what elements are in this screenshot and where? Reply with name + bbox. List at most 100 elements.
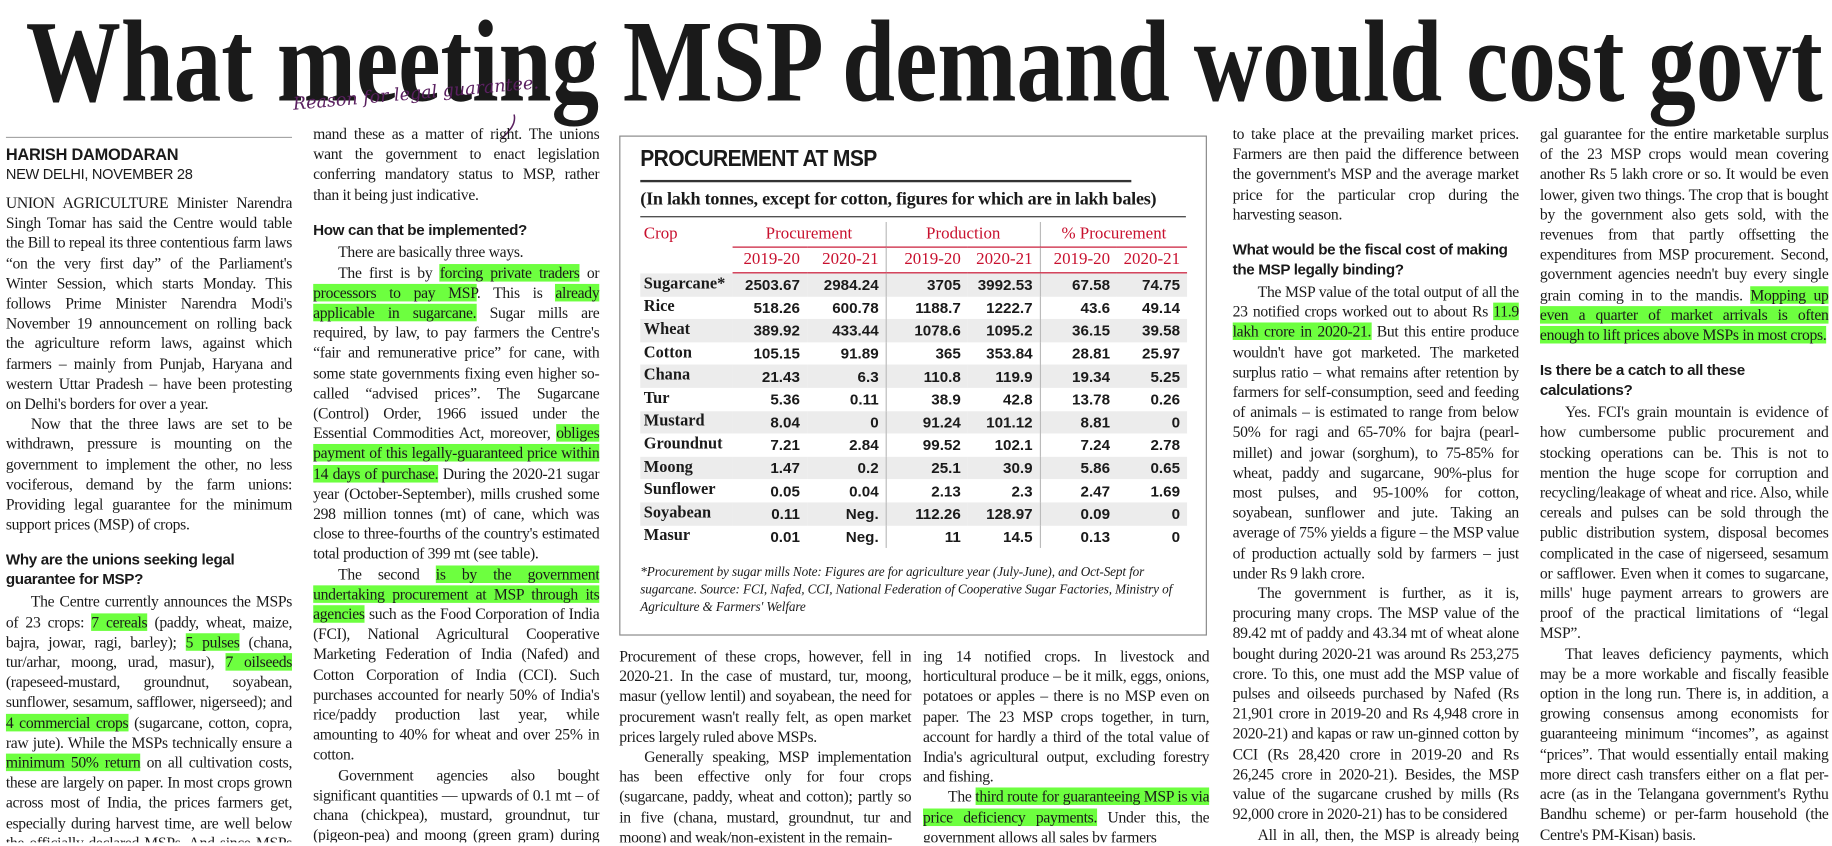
paragraph: Government agencies also bought signific… [313,765,600,843]
text-run: on all cultivation costs, these are larg… [5,753,293,843]
table-cell: 2.47 [1039,479,1118,503]
table-row: Cotton 105.15 91.89 365 353.84 28.81 25.97 [640,342,1187,365]
crop-name: Sunflower [643,481,716,500]
crop-header: Crop [643,224,678,244]
table-cell: 30.9 [967,456,1041,480]
annotation-arrow [501,114,516,139]
table-cell: 2.84 [849,436,879,454]
text-run: Sugar mills are required, by law, to pay… [313,303,600,442]
table-cell: 2503.67 [732,272,807,297]
table-cell: 1.69 [1150,482,1181,500]
group-header: % Procurement [1039,221,1188,248]
table-cell: 389.92 [732,319,807,343]
table-cell: 1188.7 [885,296,968,320]
paragraph: Generally speaking, MSP implementation h… [619,747,911,843]
crop-name: Moong [640,456,733,480]
text-run: ing 14 notified crops. In livestock and … [923,647,1210,786]
text-run: to take place at the prevailing market p… [1232,125,1519,223]
text-run: But this entire produce wouldn't have go… [1232,322,1519,582]
table-cell: 39.58 [1117,319,1188,343]
table-cell: 74.75 [1117,272,1188,297]
table-row: Soyabean 0.11 Neg. 112.26 128.97 0.09 0 [640,502,1188,526]
table-cell: 0 [1117,410,1188,434]
text-run: gal guarantee for the entire marketable … [1539,125,1829,304]
highlighted-text: 7 cereals [91,612,148,631]
crop-name: Rice [643,298,675,316]
paragraph: The second is by the government undertak… [313,564,600,765]
table-cell: 0.04 [849,482,879,500]
section-heading: How can that be implemented? [313,220,527,239]
section-heading: Is there be a catch to all these calcula… [1539,361,1745,399]
table-cell: 3992.53 [967,272,1041,297]
text-run: The [948,787,976,806]
text-run: All in all, then, the MSP is already bei… [1257,825,1519,843]
text-run: Procurement of these crops, however, fel… [619,647,912,746]
table-footnote: *Procurement by sugar mills Note: Figure… [640,565,1173,615]
text-run: Government agencies also bought signific… [313,765,600,843]
table-cell: 36.15 [1039,319,1118,343]
table-cell: 365 [885,342,968,365]
headline: What meeting MSP demand would cost govt [26,0,1823,126]
year-row: 2019-20 2020-21 2019-20 2020-21 2019-20 2020-… [640,247,1188,274]
table-cell: 8.04 [732,410,807,434]
table-row: Groundnut 7.21 2.84 99.52 102.1 7.24 2.78 [640,433,1187,457]
table-cell: 5.86 [1039,456,1118,480]
table-row: Tur 5.36 0.11 38.9 42.8 13.78 0.26 [640,387,1187,411]
table-cell: 119.9 [967,364,1041,388]
table-cell: Neg. [845,527,879,546]
table-box: PROCUREMENT AT MSP (In lakh tonnes, exce… [619,135,1207,636]
table-cell: 518.26 [753,298,800,317]
section-heading: What would be the fiscal cost of making … [1232,240,1508,278]
table-cell: 2.13 [885,479,968,503]
table-cell: Neg. [806,502,887,526]
table-cell: 128.97 [967,502,1041,526]
table-cell: 105.15 [753,344,800,363]
table-cell: 19.34 [1039,364,1118,388]
text-run: The government is further, as it is, pro… [1232,584,1519,823]
paragraph: to take place at the prevailing market p… [1233,124,1519,224]
table-row: Sugarcane* 2503.67 2984.24 3705 3992.53 67.58… [640,272,1188,297]
column: HARISH DAMODARAN NEW DELHI, NOVEMBER 28 UN… [5,136,293,843]
text-run: (rapeseed-mustard, groundnut, soyabean, … [5,673,293,711]
table-cell: 99.52 [885,433,968,457]
table-row: Masur 0.01 Neg. 11 14.5 0.13 0 [640,525,1187,549]
table-cell: 28.81 [1039,342,1118,365]
text-run: Yes. FCI's grain mountain is evidence of… [1539,403,1829,642]
paragraph: Procurement of these crops, however, fel… [619,646,911,746]
column: to take place at the prevailing market p… [1232,124,1519,842]
text-run: The second [338,564,436,583]
text-run: (chana, tur/arhar, moong, urad, masur), [5,633,293,671]
table-cell: 0.13 [1039,525,1118,549]
table-cell: 0 [806,410,887,434]
table-cell: 600.78 [832,298,879,317]
paragraph: That leaves deficiency payments, which m… [1539,643,1829,843]
crop-name: Tur [643,389,670,408]
procurement-table: Crop Procurement Production% Procurement 20… [640,221,1188,549]
paragraph: The third route for guaranteeing MSP is … [923,787,1210,842]
paragraph: The MSP value of the total output of all… [1232,282,1519,583]
table-cell: 0.26 [1150,390,1181,409]
paragraph: There are basically three ways. [313,242,599,262]
year-header: 2020-21 [967,247,1041,274]
column: mand these as a matter of right. The uni… [313,124,600,843]
text-run: (paddy, wheat, maize, bajra, jowar, ragi… [5,612,293,651]
table-row: Rice 518.26 600.78 1188.7 1222.7 43.6 49.14 [640,296,1187,320]
year-header: 2020-21 [806,247,887,274]
year-header: 2019-20 [1039,247,1118,274]
paragraph: The first is by forcing private traders … [313,262,599,563]
paragraph: UNION AGRICULTURE Minister Narendra Sing… [6,193,292,414]
paragraph: ing 14 notified crops. In livestock and … [923,646,1209,787]
table-cell: 7.24 [1039,433,1118,457]
table-cell: 0.11 [849,390,879,409]
text-run: That leaves deficiency payments, which m… [1539,644,1829,843]
header-row: Crop Procurement Production% Procurement [640,221,1188,248]
table-cell: 102.1 [994,436,1033,454]
table-cell: 0 [1117,502,1188,526]
table-cell: 25.1 [885,456,968,480]
paragraph: All in all, then, the MSP is already bei… [1233,824,1519,842]
table-cell: 353.84 [986,344,1033,363]
text-run: There are basically three ways. [338,243,524,261]
section-heading: Why are the unions seeking legal guarant… [5,550,235,588]
table-cell: 112.26 [885,502,968,526]
